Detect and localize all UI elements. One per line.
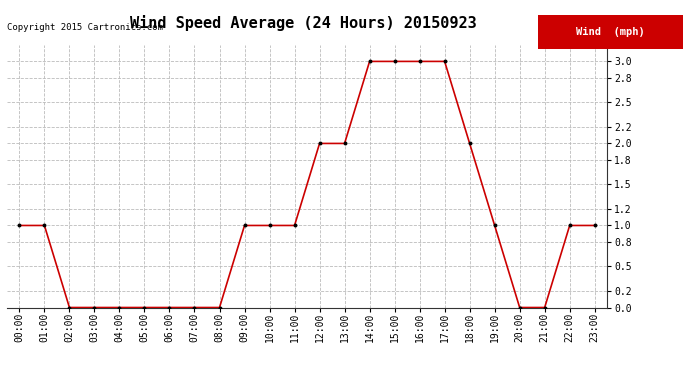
Point [414, 58, 425, 64]
Point [364, 58, 375, 64]
Point [439, 58, 450, 64]
Text: Copyright 2015 Cartronics.com: Copyright 2015 Cartronics.com [7, 22, 163, 32]
Point [39, 222, 50, 228]
Point [339, 141, 350, 147]
Point [464, 141, 475, 147]
Point [14, 222, 25, 228]
Point [539, 304, 550, 310]
Point [139, 304, 150, 310]
Point [489, 222, 500, 228]
Point [389, 58, 400, 64]
Point [239, 222, 250, 228]
Point [514, 304, 525, 310]
Point [289, 222, 300, 228]
Point [214, 304, 225, 310]
Text: Wind Speed Average (24 Hours) 20150923: Wind Speed Average (24 Hours) 20150923 [130, 15, 477, 31]
Point [114, 304, 125, 310]
Text: Wind  (mph): Wind (mph) [576, 27, 645, 37]
Point [314, 141, 325, 147]
Point [189, 304, 200, 310]
Point [564, 222, 575, 228]
Point [589, 222, 600, 228]
Point [89, 304, 100, 310]
Point [64, 304, 75, 310]
Point [164, 304, 175, 310]
Point [264, 222, 275, 228]
